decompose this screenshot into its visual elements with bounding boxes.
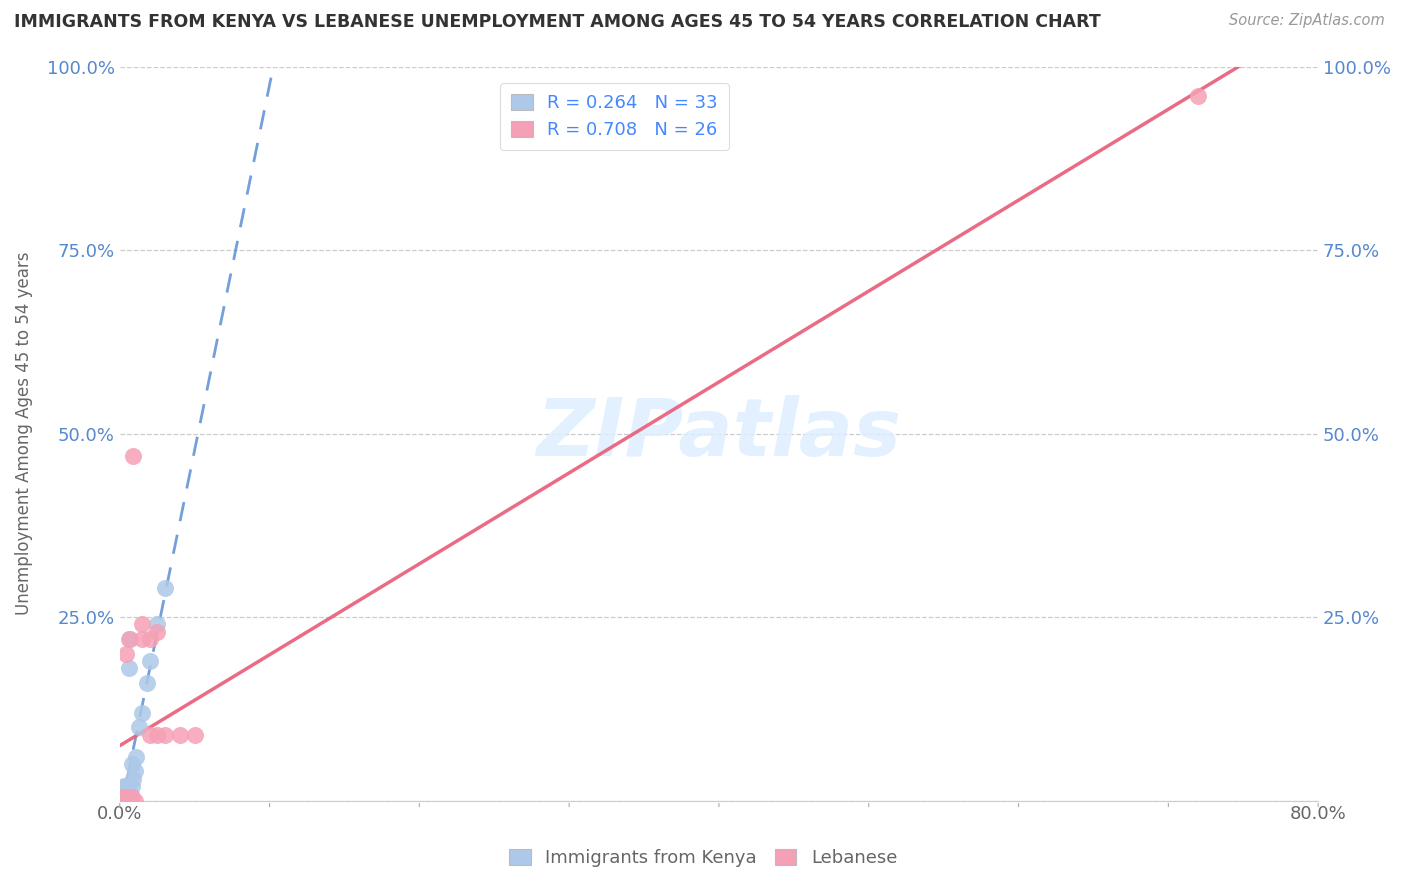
Point: [128, 720, 150, 734]
Point: [115, 786, 138, 800]
Point: [115, 782, 138, 797]
Point: [122, 449, 145, 463]
Point: [131, 706, 153, 720]
Point: [112, 789, 135, 804]
Legend: Immigrants from Kenya, Lebanese: Immigrants from Kenya, Lebanese: [502, 841, 904, 874]
Point: [124, 794, 146, 808]
Point: [153, 727, 176, 741]
Point: [121, 789, 143, 804]
Point: [110, 794, 132, 808]
Point: [138, 727, 160, 741]
Point: [110, 794, 132, 808]
Point: [135, 676, 157, 690]
Point: [183, 727, 205, 741]
Point: [111, 789, 134, 804]
Point: [112, 786, 135, 800]
Point: [114, 779, 136, 793]
Point: [124, 764, 146, 779]
Point: [146, 624, 169, 639]
Point: [138, 632, 160, 647]
Point: [112, 779, 135, 793]
Point: [120, 786, 142, 800]
Point: [121, 756, 143, 771]
Point: [121, 779, 143, 793]
Point: [146, 617, 169, 632]
Point: [120, 632, 142, 647]
Point: [114, 647, 136, 661]
Point: [110, 794, 132, 808]
Point: [138, 654, 160, 668]
Point: [118, 632, 141, 647]
Point: [131, 617, 153, 632]
Point: [131, 632, 153, 647]
Point: [112, 794, 135, 808]
Point: [1187, 89, 1209, 103]
Point: [111, 794, 134, 808]
Point: [114, 786, 136, 800]
Point: [122, 772, 145, 786]
Point: [111, 789, 134, 804]
Point: [115, 789, 138, 804]
Y-axis label: Unemployment Among Ages 45 to 54 years: Unemployment Among Ages 45 to 54 years: [15, 252, 32, 615]
Point: [114, 794, 136, 808]
Point: [125, 749, 148, 764]
Point: [118, 794, 141, 808]
Point: [112, 794, 135, 808]
Point: [110, 794, 132, 808]
Point: [118, 794, 141, 808]
Point: [112, 789, 135, 804]
Point: [120, 794, 142, 808]
Point: [111, 794, 134, 808]
Text: ZIPatlas: ZIPatlas: [537, 394, 901, 473]
Point: [115, 794, 138, 808]
Point: [111, 794, 134, 808]
Point: [169, 727, 191, 741]
Point: [110, 789, 132, 804]
Point: [111, 786, 134, 800]
Text: IMMIGRANTS FROM KENYA VS LEBANESE UNEMPLOYMENT AMONG AGES 45 TO 54 YEARS CORRELA: IMMIGRANTS FROM KENYA VS LEBANESE UNEMPL…: [14, 13, 1101, 31]
Text: Source: ZipAtlas.com: Source: ZipAtlas.com: [1229, 13, 1385, 29]
Point: [146, 727, 169, 741]
Point: [115, 794, 138, 808]
Point: [153, 581, 176, 595]
Point: [114, 794, 136, 808]
Legend: R = 0.264   N = 33, R = 0.708   N = 26: R = 0.264 N = 33, R = 0.708 N = 26: [501, 83, 728, 150]
Point: [118, 661, 141, 675]
Point: [118, 786, 141, 800]
